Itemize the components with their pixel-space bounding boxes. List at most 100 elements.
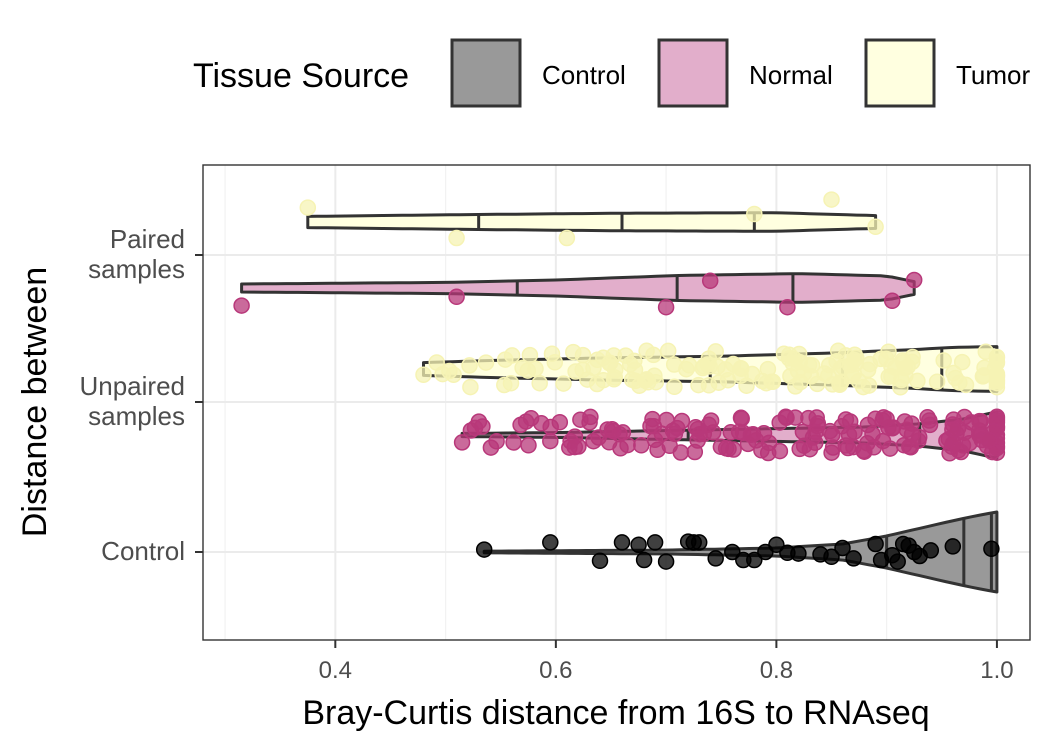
data-point-tumor xyxy=(665,356,683,373)
x-tick-label: 1.0 xyxy=(980,657,1013,684)
data-point-control xyxy=(983,540,1000,558)
data-point-tumor xyxy=(909,372,926,390)
data-point-normal xyxy=(702,412,720,429)
data-point-normal xyxy=(801,440,819,458)
data-point-control xyxy=(646,534,664,551)
data-point-control xyxy=(542,534,559,551)
data-point-control xyxy=(823,548,840,566)
y-tick-label: samples xyxy=(88,254,185,284)
data-point-normal xyxy=(874,432,892,450)
data-point-normal xyxy=(657,298,675,316)
data-point-control xyxy=(867,535,884,553)
data-point-tumor xyxy=(565,343,582,361)
data-point-control xyxy=(690,534,708,551)
data-point-tumor xyxy=(759,360,777,378)
data-point-control xyxy=(657,553,675,570)
data-point-tumor xyxy=(928,373,946,390)
data-point-normal xyxy=(732,409,750,427)
data-point-tumor xyxy=(694,359,711,377)
data-point-control xyxy=(768,536,785,554)
data-point-control xyxy=(475,541,493,558)
data-point-normal xyxy=(905,271,923,289)
data-point-normal xyxy=(448,288,465,306)
data-point-control xyxy=(790,545,807,562)
data-point-normal xyxy=(520,437,537,454)
data-point-normal xyxy=(771,414,788,431)
data-point-tumor xyxy=(732,367,749,385)
data-point-tumor xyxy=(845,365,863,382)
data-point-normal xyxy=(787,409,804,426)
data-point-tumor xyxy=(448,229,465,247)
data-point-tumor xyxy=(789,362,807,380)
data-point-normal xyxy=(542,418,559,436)
legend-swatch xyxy=(657,38,729,108)
y-tick-label: Paired xyxy=(110,224,185,254)
data-point-normal xyxy=(859,416,877,434)
legend-swatch xyxy=(450,38,522,108)
data-point-tumor xyxy=(787,378,804,395)
data-point-tumor xyxy=(645,346,662,364)
data-point-tumor xyxy=(860,377,878,394)
data-point-normal xyxy=(837,411,855,428)
data-point-normal xyxy=(742,426,760,444)
data-point-control xyxy=(746,551,763,569)
legend-label: Normal xyxy=(749,60,833,90)
data-point-normal xyxy=(612,440,629,457)
data-point-normal xyxy=(883,292,901,310)
data-point-normal xyxy=(517,413,535,430)
data-point-normal xyxy=(902,439,920,456)
data-point-tumor xyxy=(680,357,698,374)
y-tick-label: Control xyxy=(101,536,185,566)
jitter-points xyxy=(233,191,1006,570)
data-point-tumor xyxy=(415,366,432,383)
data-point-normal xyxy=(687,419,704,436)
data-point-normal xyxy=(725,441,742,458)
data-point-normal xyxy=(846,423,863,440)
data-point-normal xyxy=(482,439,500,456)
x-tick-label: 0.6 xyxy=(539,657,572,684)
data-point-tumor xyxy=(647,373,665,391)
data-point-tumor xyxy=(567,363,584,380)
data-point-tumor xyxy=(502,374,520,392)
data-point-normal xyxy=(581,414,598,431)
data-point-tumor xyxy=(893,371,910,389)
data-point-normal xyxy=(562,433,579,450)
violin-tumor xyxy=(306,211,878,233)
legend-label: Tumor xyxy=(956,60,1030,90)
data-point-tumor xyxy=(555,375,572,392)
data-point-control xyxy=(944,538,962,555)
data-point-tumor xyxy=(588,375,606,393)
data-point-normal xyxy=(971,412,988,430)
data-point-normal xyxy=(453,434,471,451)
data-point-control xyxy=(724,543,741,561)
data-point-normal xyxy=(701,272,719,290)
data-point-normal xyxy=(807,423,824,441)
data-point-tumor xyxy=(935,352,952,369)
data-point-tumor xyxy=(859,361,877,379)
x-axis-label: Bray-Curtis distance from 16S to RNAseq xyxy=(302,694,929,732)
y-tick-label: samples xyxy=(88,401,185,431)
x-tick-label: 0.4 xyxy=(319,657,352,684)
data-point-tumor xyxy=(461,357,478,374)
data-point-tumor xyxy=(503,347,521,364)
data-point-tumor xyxy=(605,371,623,388)
data-point-tumor xyxy=(831,376,848,394)
legend: Tissue Source Control Normal Tumor xyxy=(193,38,1030,108)
data-point-normal xyxy=(642,417,659,435)
data-point-normal xyxy=(779,298,796,316)
legend-entry-tumor: Tumor xyxy=(864,38,1030,108)
data-point-normal xyxy=(542,432,559,450)
legend-label: Control xyxy=(542,60,626,90)
data-point-tumor xyxy=(299,199,317,216)
plot-panel xyxy=(202,164,1031,641)
data-point-normal xyxy=(837,437,855,454)
data-point-tumor xyxy=(477,354,495,371)
data-point-control xyxy=(613,534,631,551)
data-point-tumor xyxy=(947,369,964,387)
data-point-normal xyxy=(980,431,998,449)
data-point-normal xyxy=(921,416,939,434)
data-point-control xyxy=(834,539,851,557)
data-point-tumor xyxy=(666,378,683,396)
data-point-tumor xyxy=(659,342,677,360)
